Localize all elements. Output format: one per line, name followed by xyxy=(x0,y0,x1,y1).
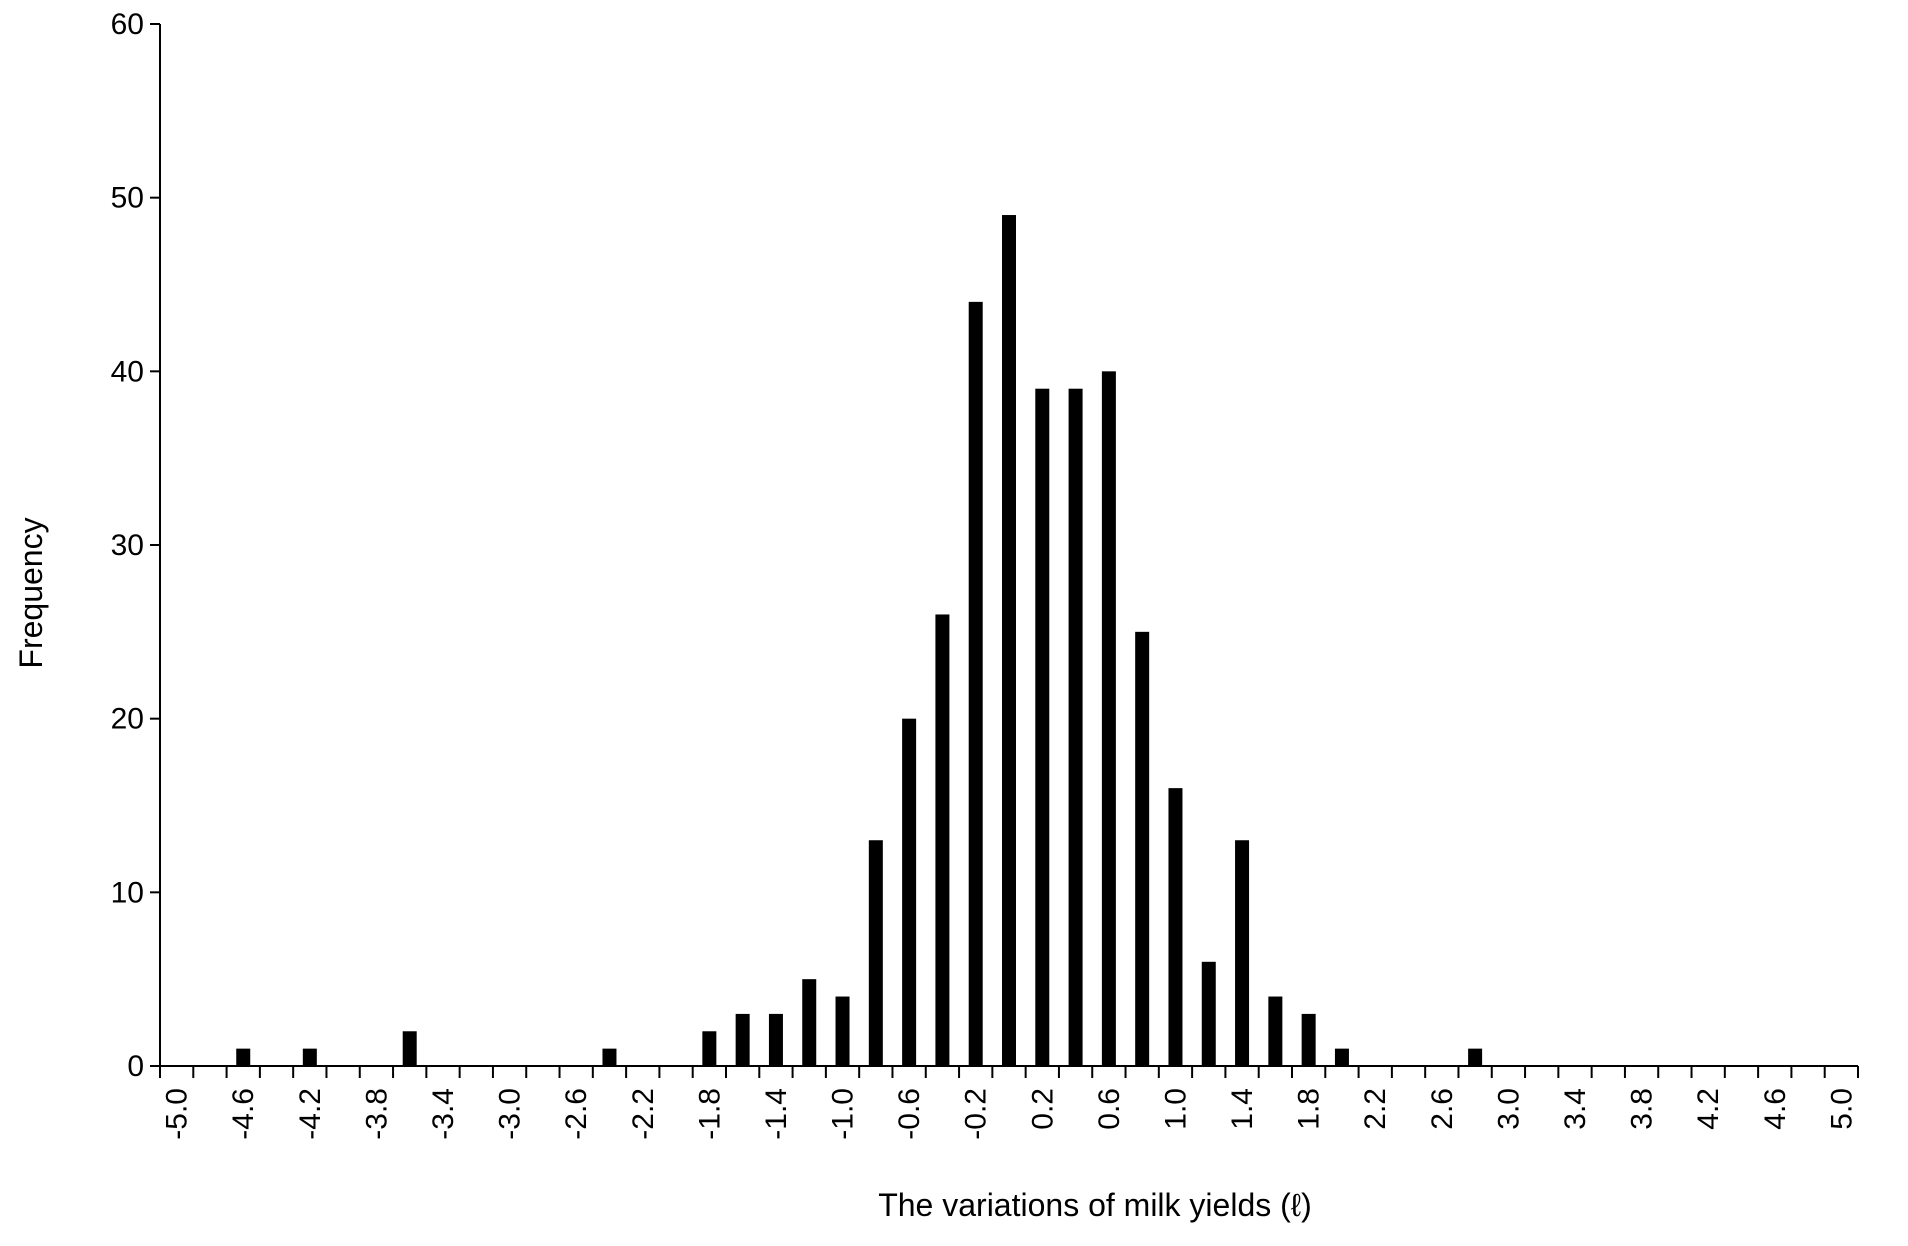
x-tick-label: -2.6 xyxy=(560,1088,593,1140)
bar--0.4 xyxy=(935,614,950,1066)
bar-1.4 xyxy=(1235,840,1250,1066)
bar--1.8 xyxy=(702,1031,717,1066)
x-tick-label: 0.6 xyxy=(1093,1088,1126,1130)
bar--0.2 xyxy=(968,301,983,1066)
bar-0.2 xyxy=(1035,388,1050,1066)
y-tick-label: 60 xyxy=(111,8,144,41)
bar--4.6 xyxy=(236,1048,251,1066)
x-tick-label: 0.2 xyxy=(1026,1088,1059,1130)
x-tick-label: -5.0 xyxy=(161,1088,194,1140)
x-tick-label: 3.8 xyxy=(1626,1088,1659,1130)
x-axis-tick-labels: -5.0 -4.6 -4.2 -3.8 -3.4 -3.0 -2.6 -2.2 -1.8 -1.4… xyxy=(161,1088,1859,1140)
x-tick-label: 2.6 xyxy=(1426,1088,1459,1130)
bar--1.0 xyxy=(835,996,850,1066)
bar--4.2 xyxy=(302,1048,317,1066)
x-tick-label: 2.2 xyxy=(1359,1088,1392,1130)
bar-0.0 xyxy=(1002,215,1016,1067)
bar--2.4 xyxy=(602,1048,617,1066)
y-tick-label: 20 xyxy=(111,703,144,736)
x-tick-label: 4.6 xyxy=(1759,1088,1792,1130)
x-tick-label: 3.0 xyxy=(1492,1088,1525,1130)
y-axis-tick-labels: 0 10 20 30 40 50 60 xyxy=(111,8,144,1083)
x-axis-ticks xyxy=(159,1066,1859,1078)
y-axis-title: Frequency xyxy=(13,517,49,668)
bar-0.8 xyxy=(1135,631,1150,1066)
x-tick-label: -0.2 xyxy=(960,1088,993,1140)
bar--1.4 xyxy=(768,1013,783,1066)
x-tick-label: -4.6 xyxy=(227,1088,260,1140)
y-tick-label: 0 xyxy=(127,1050,144,1083)
bar-2.0 xyxy=(1334,1048,1349,1066)
y-tick-label: 50 xyxy=(111,182,144,215)
bar--0.8 xyxy=(868,840,883,1066)
bar-0.6 xyxy=(1101,371,1116,1066)
bar-1.6 xyxy=(1268,996,1283,1066)
x-tick-label: -3.0 xyxy=(494,1088,527,1140)
x-tick-label: 1.8 xyxy=(1293,1088,1326,1130)
x-tick-label: 4.2 xyxy=(1692,1088,1725,1130)
bar-1.8 xyxy=(1301,1013,1316,1066)
bar--3.6 xyxy=(402,1031,417,1066)
x-tick-label: -3.8 xyxy=(360,1088,393,1140)
x-tick-label: 5.0 xyxy=(1825,1088,1858,1130)
bars-group xyxy=(236,215,1483,1067)
bar--0.6 xyxy=(902,718,917,1066)
x-tick-label: -1.8 xyxy=(693,1088,726,1140)
x-tick-label: 1.4 xyxy=(1226,1088,1259,1130)
y-tick-label: 10 xyxy=(111,876,144,909)
y-tick-label: 30 xyxy=(111,529,144,562)
x-tick-label: -3.4 xyxy=(427,1088,460,1140)
bar-1.2 xyxy=(1201,961,1216,1066)
x-tick-label: 1.0 xyxy=(1159,1088,1192,1130)
bar-1.0 xyxy=(1168,788,1183,1066)
y-tick-label: 40 xyxy=(111,355,144,388)
bar-2.8 xyxy=(1468,1048,1483,1066)
x-tick-label: -1.0 xyxy=(827,1088,860,1140)
x-axis-title: The variations of milk yields (ℓ) xyxy=(878,1187,1312,1223)
x-tick-label: -4.2 xyxy=(294,1088,327,1140)
bar--1.2 xyxy=(802,979,817,1066)
bar--1.6 xyxy=(735,1013,750,1066)
x-tick-label: -2.2 xyxy=(627,1088,660,1140)
x-tick-label: -0.6 xyxy=(893,1088,926,1140)
x-tick-label: 3.4 xyxy=(1559,1088,1592,1130)
bar-0.4 xyxy=(1068,388,1083,1066)
y-axis-ticks xyxy=(150,23,160,1067)
x-tick-label: -1.4 xyxy=(760,1088,793,1140)
